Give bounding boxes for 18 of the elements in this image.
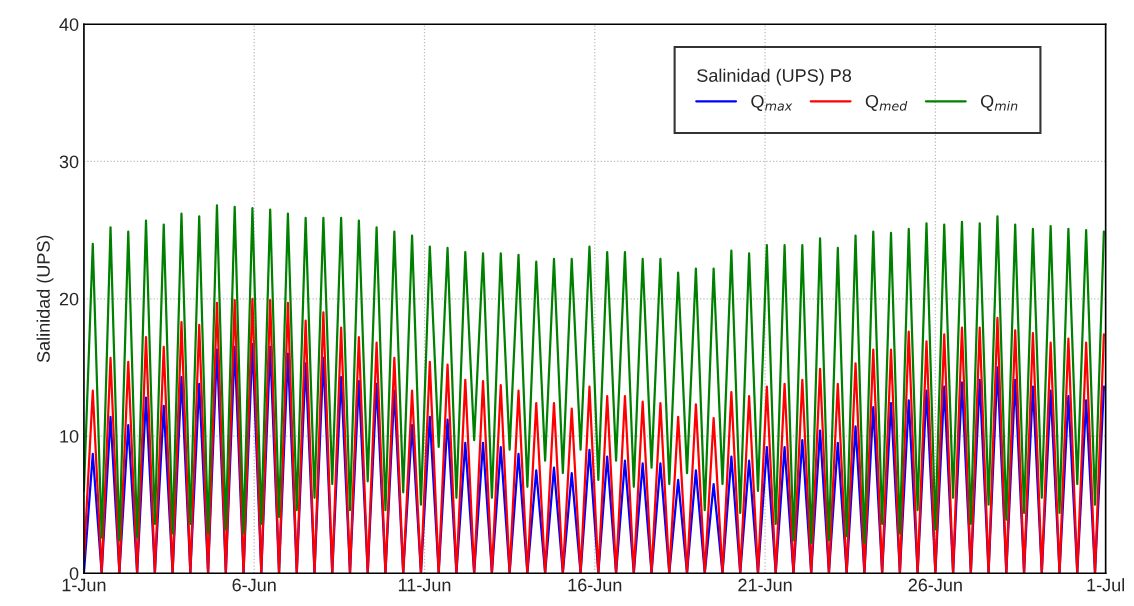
x-tick-label: 26-Jun [908, 578, 962, 592]
legend-label: Q$_{min}$ [980, 94, 1018, 111]
y-axis-title: Salinidad (UPS) [36, 235, 54, 363]
y-tick-label: 10 [60, 429, 79, 443]
x-tick-label: 1-Jun [62, 578, 106, 592]
y-tick-label: 20 [59, 292, 79, 306]
x-tick-label: 16-Jun [568, 578, 622, 592]
legend-label: Q$_{med}$ [865, 94, 908, 111]
line-series [83, 204, 1105, 545]
x-tick-label: 21-Jun [738, 578, 792, 592]
x-tick-label: 1-Jul [1087, 578, 1125, 592]
y-tick-label: 40 [59, 18, 79, 31]
x-tick-label: 6-Jun [232, 578, 276, 592]
y-tick-label: 0 [69, 567, 79, 580]
x-tick-label: 11-Jun [398, 578, 451, 592]
legend-label: Q$_{max}$ [751, 94, 793, 111]
y-tick-label: 30 [59, 155, 79, 169]
legend-title: Salinidad (UPS) P8 [697, 68, 852, 86]
